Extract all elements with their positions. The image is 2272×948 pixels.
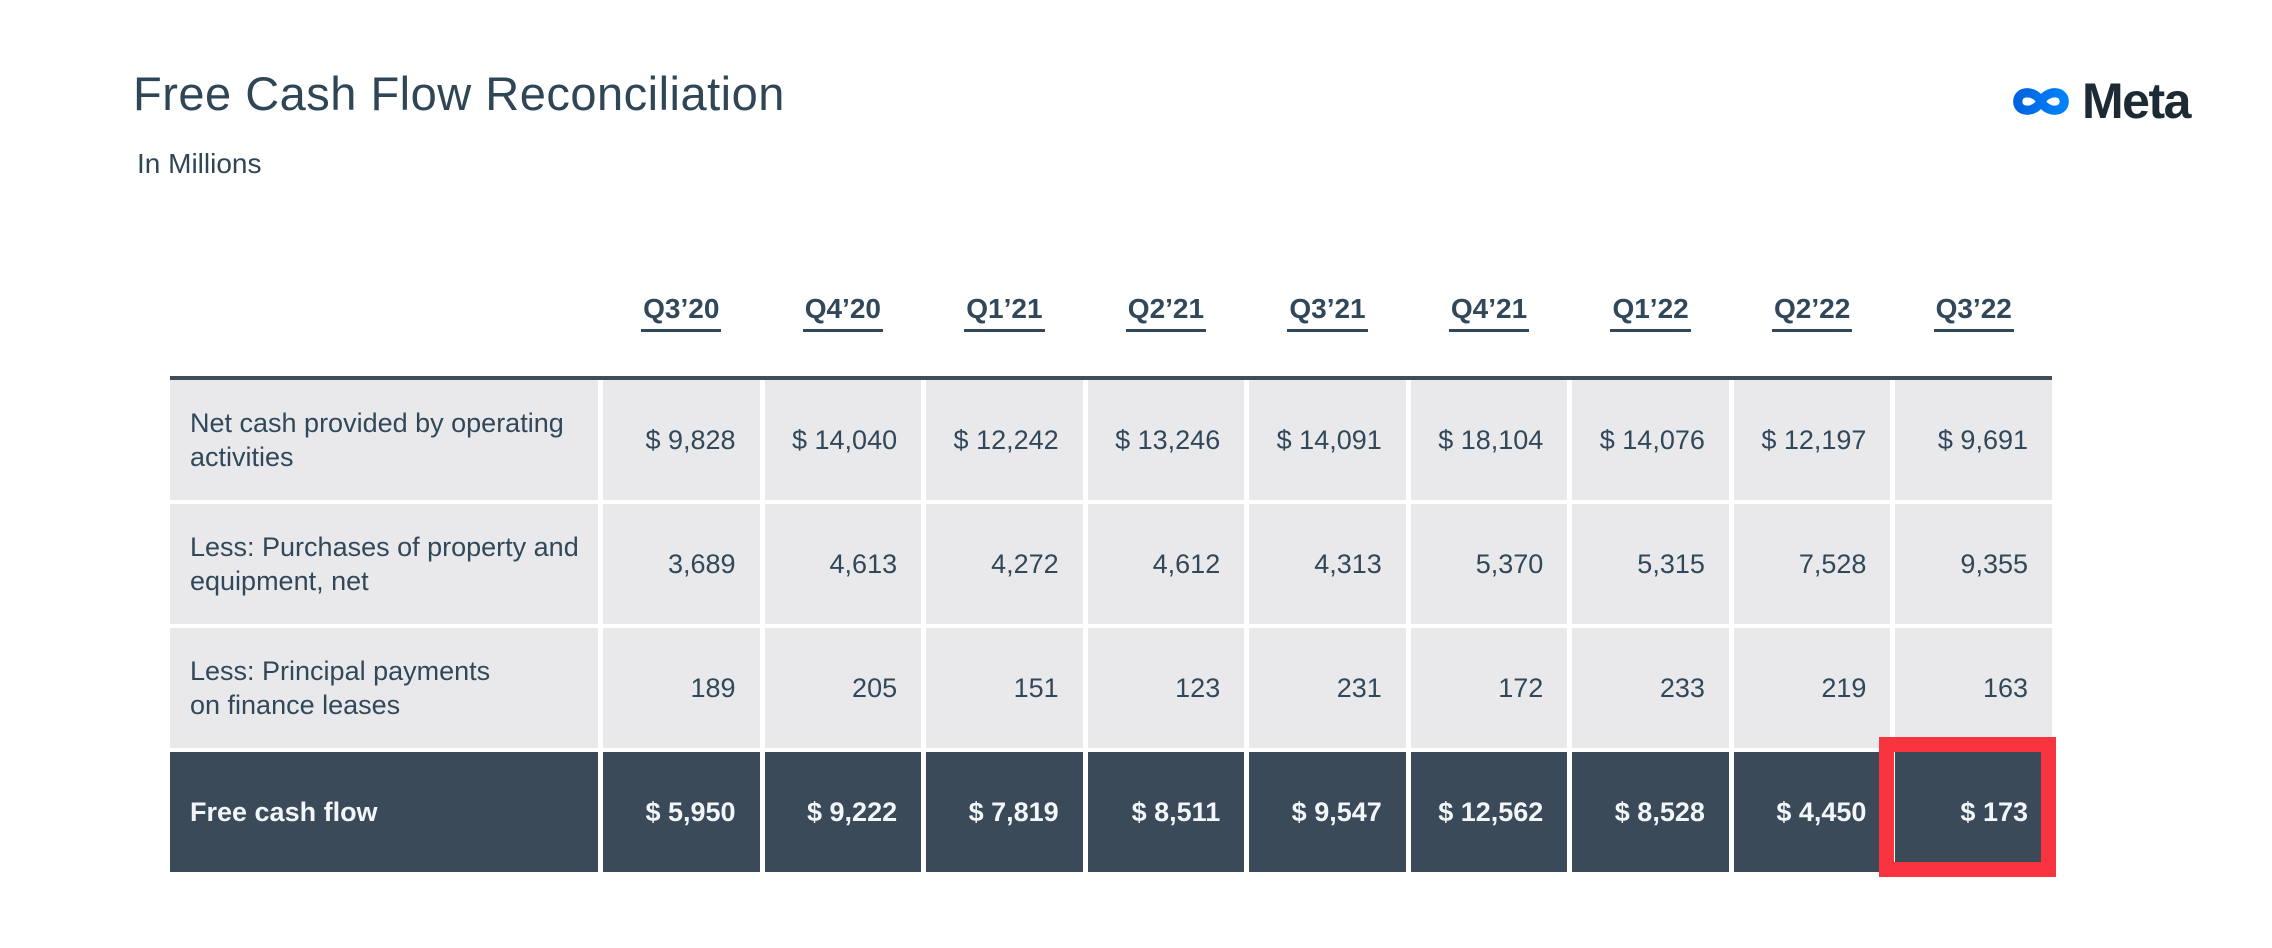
table-cell-r2-c5: 172 bbox=[1410, 628, 1568, 748]
table-cell-r0-c7: $ 12,197 bbox=[1733, 380, 1891, 500]
table-cell-r0-c6: $ 14,076 bbox=[1572, 380, 1729, 500]
table-cell-r1-c4: 4,313 bbox=[1249, 504, 1406, 624]
table-cell-r3-c3: $ 8,511 bbox=[1087, 752, 1245, 872]
table-cell-r0-c5: $ 18,104 bbox=[1410, 380, 1568, 500]
meta-infinity-icon bbox=[2013, 87, 2069, 115]
table-cell-r1-c6: 5,315 bbox=[1572, 504, 1729, 624]
column-header-7: Q2’22 bbox=[1734, 288, 1891, 336]
column-header-label: Q2’22 bbox=[1772, 293, 1853, 332]
table-cell-r3-c0: $ 5,950 bbox=[603, 752, 760, 872]
column-header-1: Q4’20 bbox=[765, 288, 922, 336]
table-cell-r1-c7: 7,528 bbox=[1733, 504, 1891, 624]
table-cell-r3-c2: $ 7,819 bbox=[926, 752, 1083, 872]
financial-table: Net cash provided by operating activitie… bbox=[170, 376, 2052, 872]
table-cell-r1-c0: 3,689 bbox=[603, 504, 760, 624]
table-cell-r0-c3: $ 13,246 bbox=[1087, 380, 1245, 500]
table-cell-r0-c0: $ 9,828 bbox=[603, 380, 760, 500]
column-header-8: Q3’22 bbox=[1895, 288, 2052, 336]
table-cell-r3-c6: $ 8,528 bbox=[1572, 752, 1729, 872]
row-label-0: Net cash provided by operating activitie… bbox=[170, 380, 598, 500]
table-cell-r1-c5: 5,370 bbox=[1410, 504, 1568, 624]
page-subtitle: In Millions bbox=[137, 148, 262, 179]
table-cell-r2-c7: 219 bbox=[1733, 628, 1891, 748]
table-cell-r1-c8: 9,355 bbox=[1895, 504, 2052, 624]
column-header-label: Q2’21 bbox=[1125, 293, 1207, 332]
table-cell-r2-c1: 205 bbox=[764, 628, 922, 748]
column-header-4: Q3’21 bbox=[1249, 288, 1406, 336]
table-cell-r0-c4: $ 14,091 bbox=[1249, 380, 1406, 500]
table-cell-r2-c0: 189 bbox=[603, 628, 760, 748]
table-cell-r2-c8: 163 bbox=[1895, 628, 2052, 748]
meta-wordmark: Meta bbox=[2082, 73, 2191, 129]
table-cell-r3-c1: $ 9,222 bbox=[764, 752, 922, 872]
table-cell-r0-c2: $ 12,242 bbox=[926, 380, 1083, 500]
meta-logo: Meta bbox=[2010, 72, 2191, 130]
row-label-2: Less: Principal payments on finance leas… bbox=[170, 628, 598, 748]
table-cell-r0-c1: $ 14,040 bbox=[764, 380, 922, 500]
table-cell-r2-c3: 123 bbox=[1087, 628, 1245, 748]
table-cell-r3-c7: $ 4,450 bbox=[1733, 752, 1891, 872]
table-cell-r2-c4: 231 bbox=[1249, 628, 1406, 748]
table-cell-r1-c2: 4,272 bbox=[926, 504, 1083, 624]
table-cell-r3-c8: $ 173 bbox=[1895, 752, 2052, 872]
table-column-headers: Q3’20 Q4’20 Q1’21 Q2’21 Q3’21 Q4’21 Q1’22 Q2’22… bbox=[170, 288, 2052, 336]
column-header-label: Q1’21 bbox=[964, 293, 1045, 332]
table-cell-r2-c2: 151 bbox=[926, 628, 1083, 748]
column-header-2: Q1’21 bbox=[926, 288, 1083, 336]
page-title: Free Cash Flow Reconciliation bbox=[133, 67, 785, 120]
column-header-6: Q1’22 bbox=[1572, 288, 1729, 336]
row-label-1: Less: Purchases of property and equipmen… bbox=[170, 504, 598, 624]
table-cell-r1-c3: 4,612 bbox=[1087, 504, 1245, 624]
column-header-label: Q3’20 bbox=[641, 293, 722, 332]
column-header-0: Q3’20 bbox=[603, 288, 760, 336]
column-header-5: Q4’21 bbox=[1411, 288, 1568, 336]
column-header-label: Q3’21 bbox=[1287, 293, 1368, 332]
column-header-label: Q4’21 bbox=[1448, 293, 1530, 332]
table-cell-r0-c8: $ 9,691 bbox=[1895, 380, 2052, 500]
column-header-label: Q1’22 bbox=[1610, 293, 1691, 332]
column-header-spacer bbox=[170, 288, 598, 336]
table-cell-r3-c5: $ 12,562 bbox=[1410, 752, 1568, 872]
table-cell-r3-c4: $ 9,547 bbox=[1249, 752, 1406, 872]
table-cell-r2-c6: 233 bbox=[1572, 628, 1729, 748]
table-cell-r1-c1: 4,613 bbox=[764, 504, 922, 624]
column-header-label: Q4’20 bbox=[802, 293, 883, 332]
row-label-3: Free cash flow bbox=[170, 752, 598, 872]
column-header-label: Q3’22 bbox=[1933, 293, 2014, 332]
column-header-3: Q2’21 bbox=[1088, 288, 1245, 336]
